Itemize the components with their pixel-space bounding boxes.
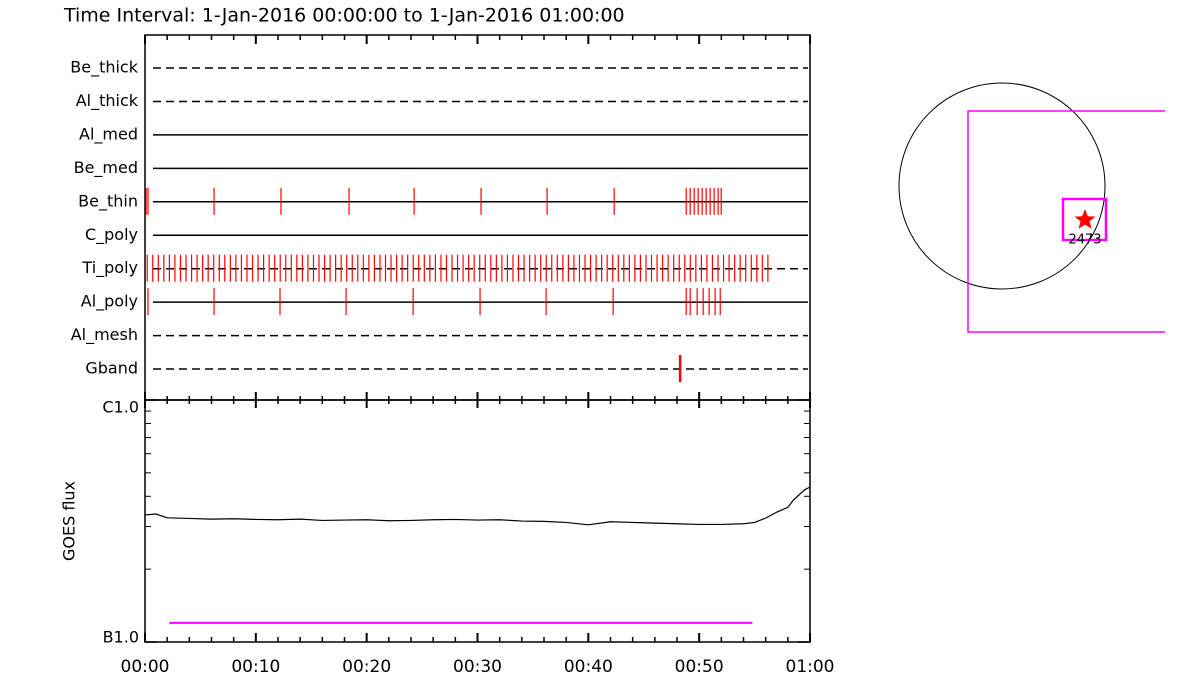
x-tick-label: 01:00 [786, 657, 835, 677]
filter-label: Ti_poly [81, 258, 138, 278]
filter-label: Al_mesh [71, 325, 138, 345]
region-star [1074, 209, 1096, 229]
region-box [1061, 197, 1108, 242]
filter-label: Be_thin [78, 191, 138, 211]
filter-label: Al_poly [81, 292, 138, 312]
y-axis-label: GOES flux [60, 481, 79, 561]
x-tick-label: 00:40 [564, 657, 613, 677]
x-tick-label: 00:30 [453, 657, 502, 677]
filter-label: Al_thick [76, 91, 139, 111]
x-tick-label: 00:00 [121, 657, 170, 677]
filter-label: Be_thick [70, 58, 138, 78]
y-tick-label: B1.0 [103, 628, 139, 647]
solar-disk [898, 82, 1106, 290]
filter-label: C_poly [85, 225, 138, 245]
x-tick-label: 00:50 [675, 657, 724, 677]
y-tick-label: C1.0 [102, 398, 139, 417]
x-tick-label: 00:20 [342, 657, 391, 677]
goes-flux-line [144, 486, 811, 526]
fov-box [967, 110, 1165, 333]
filter-label: Be_med [74, 158, 138, 178]
filter-label: Gband [85, 359, 138, 378]
filter-label: Al_med [79, 124, 138, 144]
context-map: 2473 [898, 82, 1165, 333]
chart-title: Time Interval: 1-Jan-2016 00:00:00 to 1-… [63, 5, 625, 27]
region-label: 2473 [1068, 233, 1101, 248]
x-tick-label: 00:10 [231, 657, 280, 677]
